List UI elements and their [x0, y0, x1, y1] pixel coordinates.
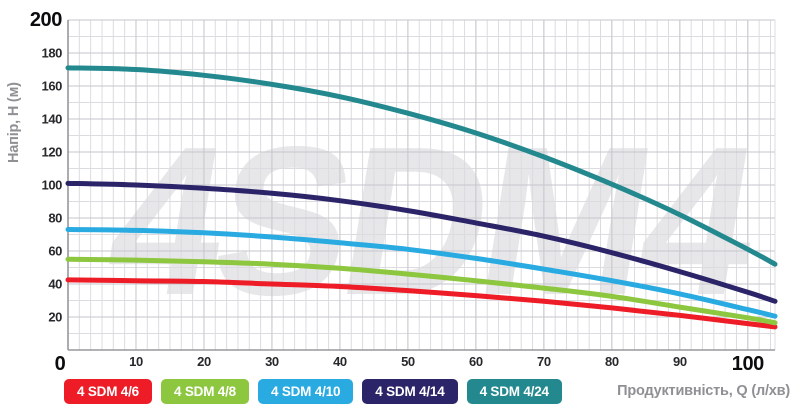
x-tick-label: 60 — [469, 354, 483, 369]
curve-4-sdm-4-6 — [65, 277, 778, 330]
x-tick-label: 80 — [605, 354, 619, 369]
curve-4-sdm-4-10 — [65, 227, 778, 319]
y-tick-label: 80 — [48, 211, 62, 226]
legend-label: 4 SDM 4/6 — [77, 384, 139, 399]
y-axis-title: Напір, H (м) — [6, 82, 22, 164]
legend: 4 SDM 4/6 4 SDM 4/8 4 SDM 4/10 4 SDM 4/14 4 … — [64, 379, 562, 404]
legend-label: 4 SDM 4/8 — [173, 384, 236, 399]
legend-pill-4-sdm-4-10: 4 SDM 4/10 — [257, 379, 354, 404]
y-tick-label: 140 — [42, 112, 63, 127]
y-tick-label: 120 — [42, 145, 63, 160]
x-tick-label: 90 — [673, 354, 687, 369]
curve-4-sdm-4-14 — [65, 180, 778, 304]
legend-pill-4-sdm-4-8: 4 SDM 4/8 — [160, 379, 249, 404]
x-tick-label: 100 — [732, 353, 764, 375]
y-tick-label: 40 — [48, 277, 62, 292]
x-tick-label: 50 — [401, 354, 415, 369]
y-tick-label: 180 — [42, 46, 63, 61]
x-tick-label: 40 — [333, 354, 347, 369]
y-tick-label: 200 — [30, 9, 62, 31]
x-axis-title: Продуктивність, Q (л/хв) — [617, 383, 790, 399]
x-tick-label: 30 — [265, 354, 279, 369]
curve-4-sdm-4-24 — [65, 65, 778, 267]
legend-label: 4 SDM 4/24 — [479, 384, 549, 399]
y-tick-label: 100 — [42, 178, 63, 193]
x-tick-label: 70 — [537, 354, 551, 369]
legend-pill-4-sdm-4-6: 4 SDM 4/6 — [64, 379, 152, 404]
curve-4-sdm-4-8 — [65, 256, 778, 326]
legend-pill-4-sdm-4-14: 4 SDM 4/14 — [362, 379, 458, 404]
x-tick-label: 20 — [197, 354, 211, 369]
y-tick-label: 60 — [48, 244, 62, 259]
legend-label: 4 SDM 4/10 — [270, 384, 341, 399]
y-tick-label: 20 — [48, 310, 62, 325]
x-tick-label: 0 — [55, 353, 66, 375]
legend-label: 4 SDM 4/14 — [375, 384, 445, 399]
y-tick-label: 160 — [42, 79, 63, 94]
x-tick-label: 10 — [129, 354, 143, 369]
legend-pill-4-sdm-4-24: 4 SDM 4/24 — [466, 379, 562, 404]
